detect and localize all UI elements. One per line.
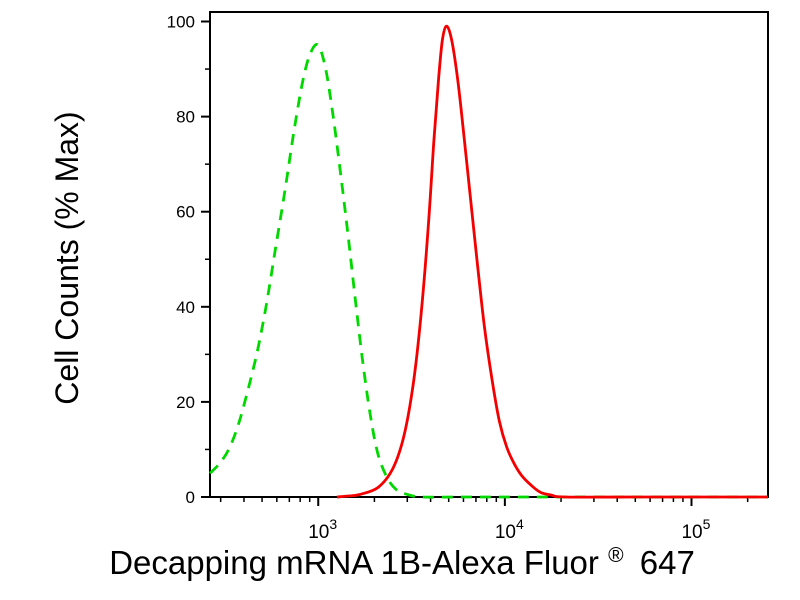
y-tick-label: 60 xyxy=(176,203,195,222)
x-tick-exponent: 5 xyxy=(703,516,711,532)
y-tick-label: 80 xyxy=(176,108,195,127)
y-tick-label: 20 xyxy=(176,393,195,412)
x-tick-label: 104 xyxy=(495,516,524,543)
y-tick-label: 40 xyxy=(176,298,195,317)
green-dashed-curve xyxy=(209,43,769,499)
y-tick-label: 0 xyxy=(186,488,195,507)
x-axis-label: Decapping mRNA 1B-Alexa Fluor ® 647 xyxy=(109,532,695,581)
x-tick-exponent: 3 xyxy=(329,516,337,532)
x-axis-label-suffix: 647 xyxy=(640,544,695,581)
x-tick-exponent: 4 xyxy=(516,516,524,532)
x-tick-label: 103 xyxy=(308,516,337,543)
curves-layer xyxy=(209,24,769,499)
y-tick-label: 100 xyxy=(167,13,195,32)
y-axis-label: Cell Counts (% Max) xyxy=(49,111,85,404)
registered-trademark-symbol: ® xyxy=(608,544,624,567)
red-solid-curve xyxy=(336,24,769,499)
plot-frame xyxy=(209,11,769,498)
x-axis-label-text: Decapping mRNA 1B-Alexa Fluor xyxy=(109,544,599,581)
axis-ticks: 0 20 40 60 80 100 103 104 105 xyxy=(167,13,749,543)
x-tick-label: 105 xyxy=(681,516,710,543)
